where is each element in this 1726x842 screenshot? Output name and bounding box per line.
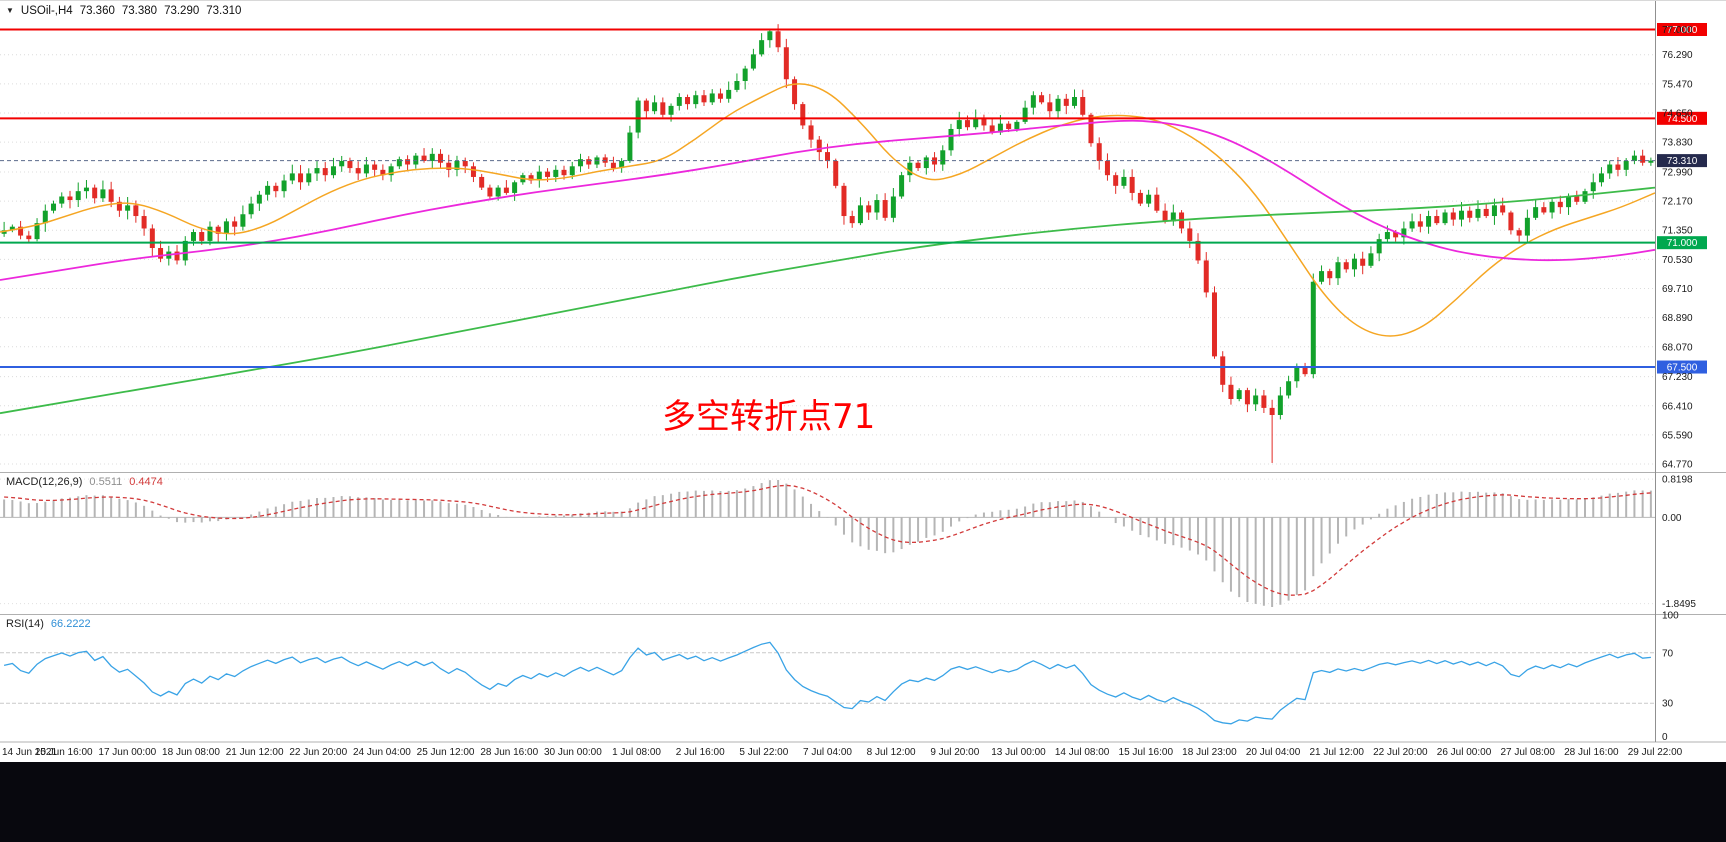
svg-text:28 Jul 16:00: 28 Jul 16:00 — [1564, 747, 1619, 758]
svg-text:68.070: 68.070 — [1662, 342, 1693, 353]
svg-text:75.470: 75.470 — [1662, 79, 1693, 90]
svg-text:76.290: 76.290 — [1662, 50, 1693, 61]
svg-text:100: 100 — [1662, 611, 1679, 622]
svg-text:71.000: 71.000 — [1667, 238, 1698, 249]
candles-layer — [1, 24, 1654, 463]
svg-text:70: 70 — [1662, 648, 1674, 659]
svg-text:27 Jul 08:00: 27 Jul 08:00 — [1500, 747, 1555, 758]
macd-value: 0.5511 — [89, 476, 123, 488]
rsi-line — [3, 641, 1651, 725]
svg-text:28 Jun 16:00: 28 Jun 16:00 — [480, 747, 538, 758]
svg-text:2 Jul 16:00: 2 Jul 16:00 — [676, 747, 725, 758]
svg-text:14 Jul 08:00: 14 Jul 08:00 — [1055, 747, 1110, 758]
svg-text:73.310: 73.310 — [1667, 156, 1698, 167]
svg-text:65.590: 65.590 — [1662, 430, 1693, 441]
annotation-text[interactable]: 多空转折点71 — [662, 397, 876, 438]
svg-text:29 Jul 22:00: 29 Jul 22:00 — [1628, 747, 1683, 758]
svg-text:30: 30 — [1662, 699, 1674, 710]
svg-text:21 Jul 12:00: 21 Jul 12:00 — [1309, 747, 1364, 758]
svg-text:68.890: 68.890 — [1662, 313, 1693, 324]
svg-text:20 Jul 04:00: 20 Jul 04:00 — [1246, 747, 1301, 758]
quote-low: 73.290 — [164, 5, 200, 17]
chevron-down-icon[interactable]: ▼ — [6, 6, 14, 15]
axis-price-badge: 67.500 — [1657, 360, 1707, 374]
svg-text:1 Jul 08:00: 1 Jul 08:00 — [612, 747, 661, 758]
svg-text:7 Jul 04:00: 7 Jul 04:00 — [803, 747, 852, 758]
svg-text:69.710: 69.710 — [1662, 284, 1693, 295]
macd-histogram — [3, 479, 1652, 607]
svg-text:0.8198: 0.8198 — [1662, 475, 1693, 486]
svg-text:5 Jul 22:00: 5 Jul 22:00 — [739, 747, 788, 758]
axis-price-badge: 77.000 — [1657, 23, 1707, 36]
ma-fast-orange[interactable] — [0, 83, 1656, 337]
svg-text:74.500: 74.500 — [1667, 114, 1698, 125]
svg-text:70.530: 70.530 — [1662, 255, 1693, 266]
macd-signal-line — [4, 484, 1651, 596]
rsi-value: 66.2222 — [50, 618, 91, 630]
svg-text:15 Jul 16:00: 15 Jul 16:00 — [1119, 747, 1174, 758]
axis-price-badge: 71.000 — [1657, 236, 1707, 250]
chart-canvas[interactable]: 77.000 74.500 71.000 67.500 77.000 76.290 75.4… — [0, 1, 1726, 762]
svg-text:26 Jul 00:00: 26 Jul 00:00 — [1437, 747, 1492, 758]
svg-text:66.410: 66.410 — [1662, 401, 1693, 412]
svg-text:72.170: 72.170 — [1662, 197, 1693, 208]
svg-text:64.770: 64.770 — [1662, 460, 1693, 471]
svg-text:-1.8495: -1.8495 — [1662, 599, 1696, 610]
svg-text:71.350: 71.350 — [1662, 226, 1693, 237]
svg-text:18 Jun 08:00: 18 Jun 08:00 — [162, 747, 220, 758]
macd-signal-value: 0.4474 — [129, 476, 163, 488]
svg-text:67.500: 67.500 — [1667, 363, 1698, 374]
svg-text:73.830: 73.830 — [1662, 138, 1693, 149]
bottom-panel — [0, 762, 1726, 842]
svg-text:24 Jun 04:00: 24 Jun 04:00 — [353, 747, 411, 758]
price-axis[interactable]: 77.000 76.290 75.470 74.650 73.830 72.990 72.1… — [1662, 25, 1693, 471]
ma-slow-green[interactable] — [0, 186, 1656, 415]
svg-text:25 Jun 12:00: 25 Jun 12:00 — [417, 747, 475, 758]
svg-text:22 Jun 20:00: 22 Jun 20:00 — [289, 747, 347, 758]
rsi-title: RSI(14) — [6, 618, 44, 630]
svg-text:0.00: 0.00 — [1662, 513, 1682, 524]
svg-text:9 Jul 20:00: 9 Jul 20:00 — [930, 747, 979, 758]
svg-text:21 Jun 12:00: 21 Jun 12:00 — [226, 747, 284, 758]
svg-text:74.650: 74.650 — [1662, 108, 1693, 119]
svg-text:72.990: 72.990 — [1662, 167, 1693, 178]
quote-close: 73.310 — [206, 5, 242, 17]
svg-text:15 Jun 16:00: 15 Jun 16:00 — [35, 747, 93, 758]
rsi-indicator-label: RSI(14) 66.2222 — [6, 618, 91, 630]
quote-high: 73.380 — [121, 5, 158, 17]
svg-text:18 Jul 23:00: 18 Jul 23:00 — [1182, 747, 1237, 758]
axis-price-badge: 74.500 — [1657, 111, 1707, 125]
svg-text:67.230: 67.230 — [1662, 372, 1693, 383]
symbol-timeframe: USOil-,H4 — [20, 5, 73, 17]
svg-text:30 Jun 00:00: 30 Jun 00:00 — [544, 747, 602, 758]
svg-text:77.000: 77.000 — [1667, 25, 1698, 36]
ma-mid-magenta[interactable] — [0, 119, 1656, 281]
svg-text:77.000: 77.000 — [1662, 25, 1693, 36]
svg-text:13 Jul 00:00: 13 Jul 00:00 — [991, 747, 1046, 758]
svg-text:14 Jun 2021: 14 Jun 2021 — [2, 747, 57, 758]
macd-indicator-label: MACD(12,26,9) 0.5511 0.4474 — [6, 476, 163, 488]
svg-text:0: 0 — [1662, 732, 1668, 743]
macd-title: MACD(12,26,9) — [6, 476, 83, 488]
svg-text:22 Jul 20:00: 22 Jul 20:00 — [1373, 747, 1428, 758]
quote-open: 73.360 — [79, 5, 115, 17]
svg-text:8 Jul 12:00: 8 Jul 12:00 — [867, 747, 916, 758]
svg-text:17 Jun 00:00: 17 Jun 00:00 — [98, 747, 156, 758]
axis-price-badge: 73.310 — [1657, 154, 1707, 168]
symbol-quote-bar: ▼ USOil-,H4 73.360 73.380 73.290 73.310 — [6, 5, 241, 17]
